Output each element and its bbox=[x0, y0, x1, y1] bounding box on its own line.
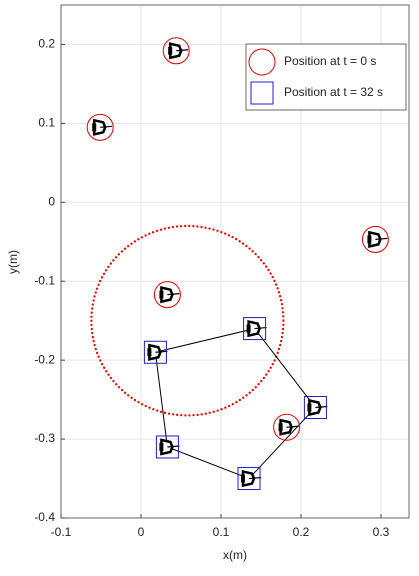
axes-box bbox=[60, 4, 410, 519]
y-tick-label: 0.1 bbox=[38, 116, 55, 130]
square-marker bbox=[143, 340, 167, 364]
reference-circle bbox=[90, 224, 285, 417]
robot-icon bbox=[159, 286, 180, 304]
x-tick-label: 0 bbox=[138, 525, 145, 539]
robot-heading bbox=[286, 425, 299, 428]
robot-heading bbox=[155, 350, 168, 353]
robot-body bbox=[279, 418, 293, 436]
robot-wheel bbox=[159, 442, 164, 451]
y-tick-label: 0.2 bbox=[38, 37, 55, 51]
robot-wheel bbox=[241, 474, 245, 483]
robot-body bbox=[241, 469, 256, 488]
circle-marker bbox=[273, 413, 301, 441]
robot-body bbox=[148, 343, 162, 361]
robot-wheel bbox=[307, 403, 312, 412]
legend-swatch bbox=[250, 81, 274, 105]
square-marker bbox=[243, 317, 267, 341]
robot-heading bbox=[167, 445, 180, 448]
robot-heading bbox=[100, 125, 113, 128]
square-marker bbox=[155, 435, 179, 459]
robot-body bbox=[368, 230, 382, 248]
x-tick-label: 0.2 bbox=[293, 525, 310, 539]
robot-wheel bbox=[147, 348, 152, 357]
y-axis-label: y(m) bbox=[6, 250, 20, 274]
x-tick-label: 0.1 bbox=[213, 525, 230, 539]
robot-heading bbox=[167, 293, 180, 296]
circle-marker bbox=[361, 225, 389, 253]
x-axis-label: x(m) bbox=[223, 548, 247, 562]
circle-marker bbox=[162, 37, 190, 65]
legend-label: Position at t = 32 s bbox=[284, 85, 383, 99]
robot-icon bbox=[241, 469, 262, 488]
y-tick-label: -0.1 bbox=[34, 273, 55, 287]
robot-icon bbox=[307, 398, 328, 417]
square-marker bbox=[237, 467, 261, 491]
robot-heading bbox=[176, 49, 189, 52]
robot-icon bbox=[168, 42, 189, 60]
x-tick-label: 0.3 bbox=[373, 525, 390, 539]
circle-marker bbox=[153, 281, 181, 309]
robot-icon bbox=[246, 320, 267, 338]
robot-icon bbox=[92, 118, 113, 136]
square-marker bbox=[303, 396, 327, 420]
robot-body bbox=[92, 118, 107, 136]
robot-icon bbox=[278, 418, 299, 436]
robot-wheel bbox=[92, 123, 97, 132]
circle-marker bbox=[86, 113, 114, 141]
robot-wheel bbox=[278, 423, 283, 432]
robot-icon bbox=[159, 438, 180, 456]
robot-heading bbox=[315, 405, 328, 409]
robot-body bbox=[160, 286, 174, 304]
robot-body bbox=[160, 438, 174, 456]
robot-heading bbox=[375, 237, 388, 240]
robot-body bbox=[247, 320, 261, 338]
robot-wheel bbox=[246, 324, 251, 333]
x-tick-label: -0.1 bbox=[51, 525, 72, 539]
formation-line bbox=[154, 328, 317, 480]
robot-wheel bbox=[168, 46, 173, 55]
robot-body bbox=[308, 398, 322, 417]
y-tick-label: 0 bbox=[48, 194, 55, 208]
y-tick-label: -0.3 bbox=[34, 431, 55, 445]
robot-icon bbox=[147, 343, 168, 361]
y-tick-label: -0.2 bbox=[34, 352, 55, 366]
robot-wheel bbox=[367, 235, 372, 244]
legend-swatch bbox=[248, 48, 276, 76]
robot-heading bbox=[254, 326, 267, 330]
robot-icon bbox=[367, 230, 388, 248]
robot-heading bbox=[248, 476, 262, 480]
legend-label: Position at t = 0 s bbox=[284, 54, 376, 68]
robot-body bbox=[168, 42, 183, 60]
y-tick-label: -0.4 bbox=[34, 510, 55, 524]
robot-wheel bbox=[159, 290, 164, 299]
